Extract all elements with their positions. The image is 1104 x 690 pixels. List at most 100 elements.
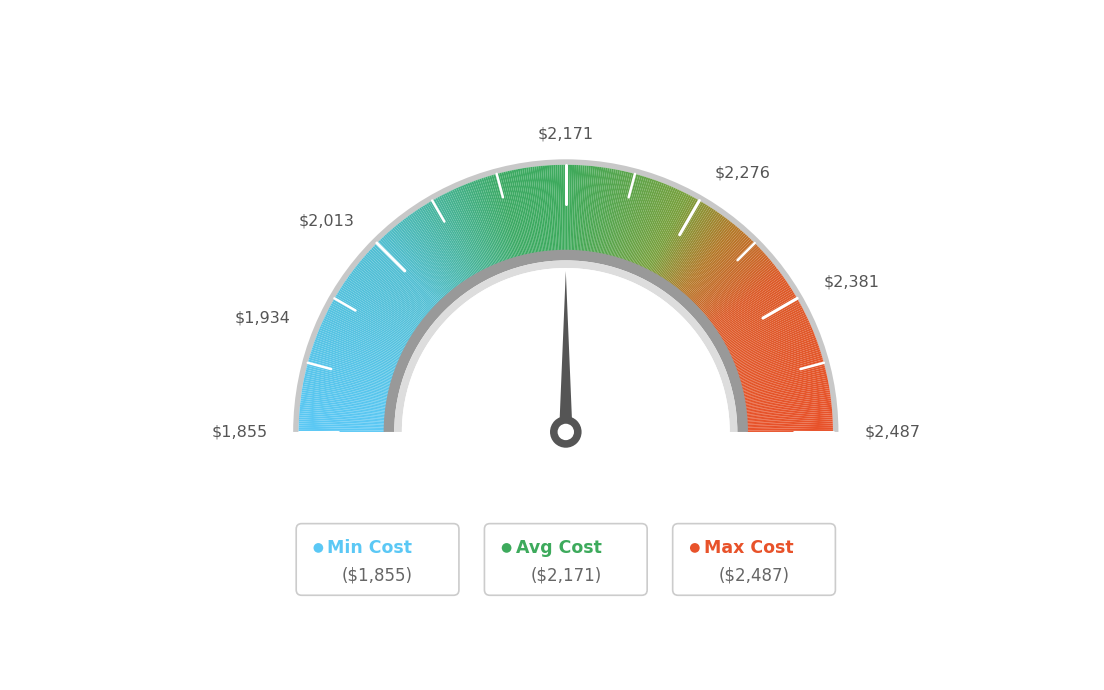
Wedge shape — [743, 384, 829, 401]
Wedge shape — [567, 165, 570, 251]
Wedge shape — [723, 299, 799, 344]
Wedge shape — [612, 174, 636, 257]
Wedge shape — [690, 237, 751, 302]
Polygon shape — [559, 271, 573, 444]
Wedge shape — [464, 184, 498, 265]
Wedge shape — [532, 166, 544, 253]
Wedge shape — [367, 252, 432, 311]
Wedge shape — [590, 167, 604, 253]
Wedge shape — [619, 177, 646, 259]
Wedge shape — [659, 203, 705, 278]
Wedge shape — [708, 266, 777, 322]
Wedge shape — [648, 194, 689, 272]
Wedge shape — [594, 168, 609, 254]
Wedge shape — [705, 264, 774, 319]
Wedge shape — [304, 377, 389, 397]
Wedge shape — [331, 303, 407, 346]
Wedge shape — [372, 246, 436, 307]
Wedge shape — [736, 346, 819, 375]
Wedge shape — [481, 178, 510, 261]
Wedge shape — [349, 275, 420, 327]
Wedge shape — [359, 262, 426, 318]
Wedge shape — [361, 259, 428, 316]
Wedge shape — [728, 313, 806, 353]
Wedge shape — [330, 305, 406, 347]
Wedge shape — [299, 413, 385, 421]
Wedge shape — [318, 330, 399, 364]
Wedge shape — [745, 403, 831, 413]
Wedge shape — [697, 248, 761, 308]
Wedge shape — [702, 257, 769, 315]
Wedge shape — [582, 166, 591, 252]
Wedge shape — [713, 278, 786, 329]
Wedge shape — [651, 197, 694, 274]
Wedge shape — [435, 198, 479, 275]
Wedge shape — [388, 232, 446, 297]
Wedge shape — [426, 203, 473, 278]
Wedge shape — [712, 275, 783, 327]
Wedge shape — [745, 396, 831, 409]
Wedge shape — [731, 322, 810, 359]
Wedge shape — [539, 166, 549, 253]
Wedge shape — [348, 277, 418, 328]
Text: $2,487: $2,487 — [864, 424, 921, 440]
Wedge shape — [300, 405, 386, 415]
Wedge shape — [743, 382, 829, 400]
Wedge shape — [309, 355, 393, 382]
Wedge shape — [675, 218, 728, 288]
Wedge shape — [306, 370, 390, 391]
Wedge shape — [314, 344, 395, 373]
Text: Min Cost: Min Cost — [328, 539, 413, 557]
Wedge shape — [530, 167, 543, 253]
Wedge shape — [302, 384, 389, 401]
Wedge shape — [484, 177, 511, 260]
Wedge shape — [595, 168, 612, 254]
Text: ($2,171): ($2,171) — [530, 566, 602, 584]
Wedge shape — [320, 326, 400, 362]
Wedge shape — [705, 262, 773, 318]
Wedge shape — [306, 368, 391, 390]
Wedge shape — [332, 299, 408, 344]
Wedge shape — [408, 215, 460, 286]
Wedge shape — [569, 165, 572, 251]
Wedge shape — [703, 259, 771, 316]
Wedge shape — [513, 170, 532, 255]
Wedge shape — [588, 167, 602, 253]
Wedge shape — [300, 396, 386, 409]
Wedge shape — [721, 294, 796, 340]
Circle shape — [314, 543, 323, 553]
Wedge shape — [667, 211, 718, 284]
Wedge shape — [606, 172, 628, 256]
Wedge shape — [315, 339, 396, 371]
Wedge shape — [305, 374, 390, 394]
Wedge shape — [395, 225, 452, 293]
Wedge shape — [737, 349, 820, 377]
Wedge shape — [315, 337, 396, 369]
Wedge shape — [626, 180, 656, 262]
Wedge shape — [301, 390, 388, 405]
Wedge shape — [299, 428, 385, 431]
Wedge shape — [639, 188, 676, 267]
Wedge shape — [699, 250, 763, 310]
Wedge shape — [575, 165, 583, 252]
Wedge shape — [742, 374, 827, 394]
Text: Max Cost: Max Cost — [704, 539, 794, 557]
Wedge shape — [360, 260, 427, 317]
Wedge shape — [665, 208, 714, 282]
Wedge shape — [558, 165, 562, 251]
Wedge shape — [735, 342, 818, 372]
Wedge shape — [615, 175, 640, 259]
Wedge shape — [528, 167, 542, 253]
Wedge shape — [302, 382, 389, 400]
Wedge shape — [302, 386, 388, 402]
Wedge shape — [305, 372, 390, 393]
Wedge shape — [355, 265, 425, 320]
Wedge shape — [305, 376, 390, 395]
Wedge shape — [415, 210, 466, 282]
Wedge shape — [327, 310, 405, 351]
Wedge shape — [380, 239, 442, 302]
Wedge shape — [537, 166, 548, 253]
Wedge shape — [501, 172, 523, 257]
Wedge shape — [679, 224, 734, 292]
Wedge shape — [325, 316, 403, 355]
